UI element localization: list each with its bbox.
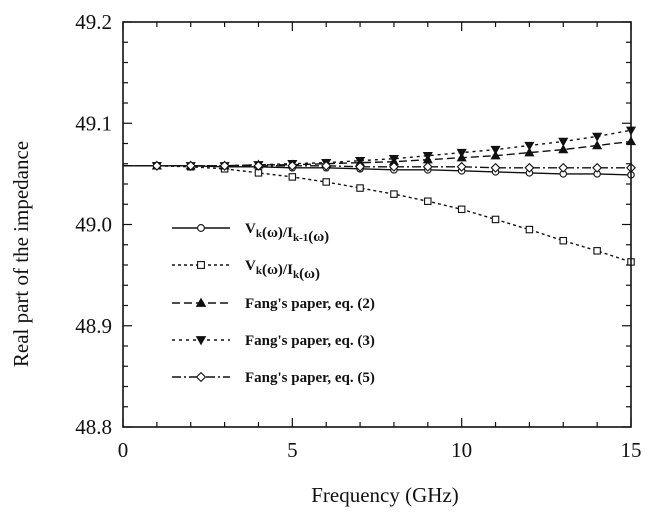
x-tick-label: 15	[621, 438, 642, 462]
axes: 0 5 10 15 48.8 48.9 49.0 49.1 49.2	[75, 10, 641, 462]
legend-label: Vk(ω)/Ik-1(ω)	[245, 221, 329, 245]
series-line	[123, 165, 631, 169]
data-point	[388, 154, 399, 164]
plot-area	[123, 126, 637, 266]
legend-label-part: k	[256, 265, 263, 277]
data-point	[524, 141, 535, 151]
data-point	[253, 160, 264, 171]
legend-label-part: k	[256, 228, 263, 240]
series-4	[123, 126, 637, 171]
legend-item-3: Fang's paper, eq. (2)	[172, 296, 375, 312]
legend-label: Vk(ω)/Ik(ω)	[245, 258, 320, 282]
data-point	[592, 162, 603, 173]
legend-marker	[195, 371, 207, 383]
data-point	[524, 162, 535, 173]
y-tick-label: 49.1	[75, 111, 112, 135]
data-point	[457, 205, 466, 214]
legend-label-part: (ω)	[299, 266, 320, 282]
data-point	[390, 190, 398, 198]
series-5	[123, 160, 636, 173]
legend-label-part: k-1	[293, 232, 308, 244]
y-tick-label: 48.9	[75, 314, 112, 338]
data-point	[558, 162, 569, 173]
data-point	[456, 161, 467, 172]
data-point	[355, 161, 366, 172]
data-point	[593, 247, 601, 255]
data-point	[185, 160, 196, 171]
x-axis-title: Frequency (GHz)	[311, 483, 459, 507]
data-point	[151, 160, 162, 171]
y-tick-label: 49.2	[75, 10, 112, 34]
legend-marker	[195, 336, 207, 346]
legend-item-4: Fang's paper, eq. (3)	[172, 333, 375, 349]
data-point	[490, 145, 501, 155]
x-tick-label: 10	[451, 438, 472, 462]
data-point	[321, 160, 332, 171]
legend-label-part: (ω)	[308, 229, 329, 245]
data-point	[422, 161, 433, 172]
data-point	[356, 184, 364, 192]
legend-marker	[197, 261, 205, 269]
series-1	[123, 162, 635, 179]
legend-label: Fang's paper, eq. (5)	[245, 370, 375, 386]
legend: Vk(ω)/Ik-1(ω)Vk(ω)/Ik(ω)Fang's paper, eq…	[172, 221, 375, 386]
data-point	[288, 173, 297, 181]
series-2	[123, 162, 635, 266]
data-point	[592, 140, 603, 150]
legend-label-part: V	[245, 258, 256, 274]
data-point	[558, 137, 569, 147]
data-point	[219, 160, 230, 171]
legend-label: Fang's paper, eq. (2)	[245, 296, 375, 312]
y-tick-label: 49.0	[75, 213, 112, 237]
data-point	[424, 197, 432, 205]
series-line	[123, 140, 632, 167]
legend-marker	[197, 224, 205, 232]
data-point	[388, 161, 399, 172]
x-tick-label: 0	[118, 438, 129, 462]
data-point	[592, 132, 603, 142]
y-tick-label: 48.8	[75, 415, 112, 439]
data-point	[456, 148, 467, 158]
data-point	[422, 151, 433, 161]
legend-label-part: V	[245, 221, 256, 237]
data-point	[558, 144, 569, 154]
legend-item-2: Vk(ω)/Ik(ω)	[172, 258, 320, 282]
data-point	[490, 162, 501, 173]
legend-label-part: k	[293, 269, 300, 281]
series-line	[123, 129, 632, 167]
data-point	[287, 160, 298, 171]
x-tick-label: 5	[287, 438, 298, 462]
data-point	[491, 215, 500, 224]
legend-label-part: (ω)/I	[262, 262, 293, 278]
legend-label-part: (ω)/I	[262, 225, 293, 241]
data-point	[525, 225, 534, 234]
data-point	[490, 150, 501, 160]
legend-label: Fang's paper, eq. (3)	[245, 333, 375, 349]
data-point	[322, 178, 330, 186]
data-point	[355, 157, 366, 166]
legend-marker	[195, 297, 207, 307]
legend-item-5: Fang's paper, eq. (5)	[172, 370, 375, 386]
data-point	[524, 147, 535, 157]
series-line	[123, 165, 632, 263]
data-point	[559, 236, 568, 245]
legend-item-1: Vk(ω)/Ik-1(ω)	[172, 221, 329, 245]
y-axis-title: Real part of the impedance	[9, 141, 33, 367]
